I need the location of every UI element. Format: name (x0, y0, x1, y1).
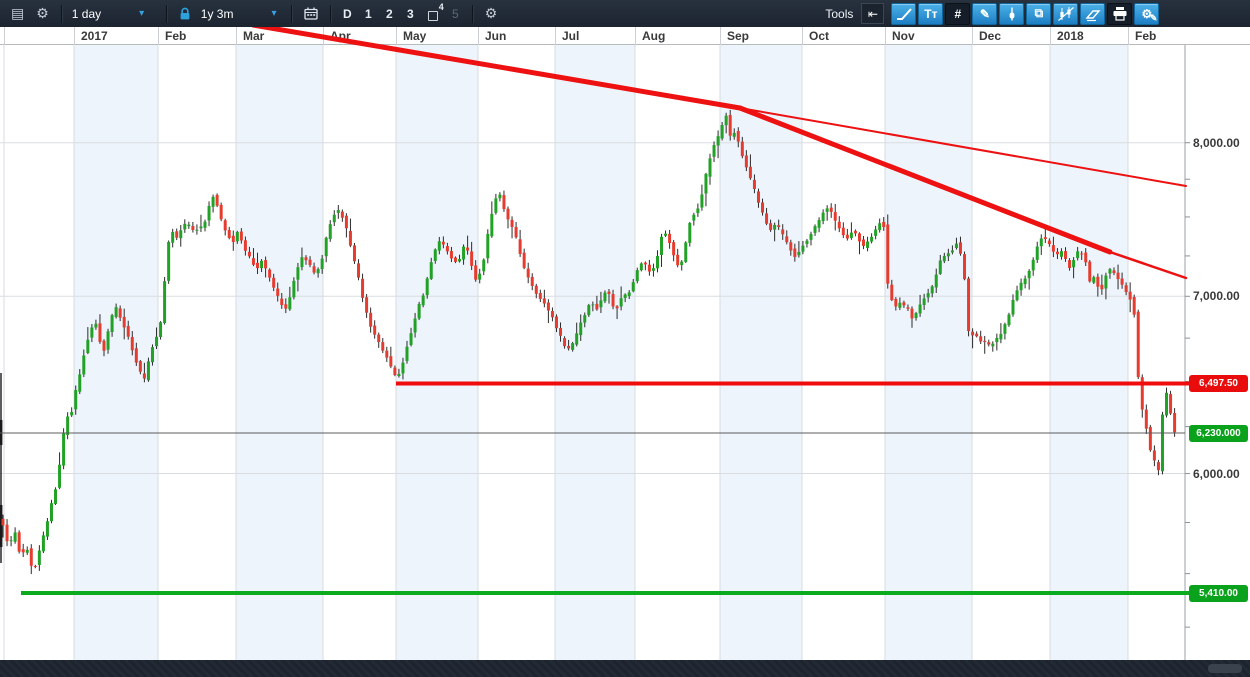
print-button[interactable] (1107, 2, 1133, 25)
calendar-icon (304, 7, 318, 20)
month-separator (720, 27, 721, 45)
month-label: 2018 (1057, 29, 1084, 43)
month-separator (885, 27, 886, 45)
chart-style-button[interactable] (1053, 2, 1079, 25)
price-axis-line-layer (1184, 45, 1190, 660)
month-separator (4, 27, 5, 45)
window-bottom-bar (0, 660, 1250, 677)
toolbar-separator (290, 4, 292, 23)
month-separator (74, 27, 75, 45)
layers-icon: ⧉ (1034, 6, 1044, 20)
gear-icon: ⚙ (36, 5, 49, 21)
current-price-line-badge: 6,230.000 (1189, 424, 1248, 442)
compare-tool-button[interactable]: ⧉ (1026, 2, 1052, 25)
time-axis[interactable]: 2017 Feb Mar Apr May Jun Jul Aug Sep Oct Nov Dec 201… (0, 27, 1250, 45)
printer-icon (1113, 7, 1127, 21)
resistance-line-badge: 6,497.50 (1189, 375, 1248, 392)
timeframe-dropdown[interactable]: 1 day ▾ (68, 7, 160, 21)
layout-grid-icon: ▤ (11, 5, 25, 21)
toolbar: ▤ ⚙ 1 day ▾ 1y 3m ▾ (0, 0, 1250, 27)
month-separator (802, 27, 803, 45)
month-bands-layer (74, 45, 1128, 660)
chart-slot-2-button[interactable]: 2 (379, 0, 400, 27)
eraser-tool-button[interactable] (1080, 2, 1106, 25)
month-label: Jul (562, 29, 580, 43)
chart-slot-1-button[interactable]: 1 (358, 0, 379, 27)
month-separator (478, 27, 479, 45)
month-label: Aug (642, 29, 666, 43)
price-axis-label: 6,000.00 (1193, 466, 1240, 481)
month-separator (972, 27, 973, 45)
chevron-down-icon: ▾ (139, 8, 145, 19)
month-label: 2017 (81, 29, 108, 43)
month-separator (1050, 27, 1051, 45)
chart-canvas[interactable] (0, 45, 1250, 660)
text-tool-icon: Tᴛ (924, 6, 938, 21)
toolbar-separator (471, 4, 473, 23)
pencil-icon: ✎ (1149, 12, 1158, 23)
month-label: May (403, 29, 427, 43)
slot-4-number: 4 (438, 2, 444, 12)
save-icon (427, 10, 438, 21)
draw-tool-button[interactable]: ✎ (972, 2, 998, 25)
collapse-arrow-icon: ⇤ (867, 6, 878, 21)
month-label: Oct (809, 29, 830, 43)
preferences-button[interactable]: ⚙ (479, 0, 504, 27)
trendline-icon (896, 7, 912, 20)
month-separator (555, 27, 556, 45)
gear-icon: ⚙ (1141, 6, 1153, 21)
toolbar-separator (165, 4, 167, 23)
tools-block: Tools ⇤ Tᴛ # ✎ (825, 0, 1160, 27)
chart-slot-4-save-button[interactable]: 4 (421, 0, 445, 27)
grid-tool-button[interactable]: # (945, 2, 971, 25)
month-separator (396, 27, 397, 45)
magnet-tool-button[interactable] (999, 2, 1025, 25)
month-separator (635, 27, 636, 45)
lock-icon (180, 7, 190, 19)
chart-slot-5-button[interactable]: 5 (445, 0, 466, 27)
trendline-tool-button[interactable] (891, 2, 917, 25)
month-separator (158, 27, 159, 45)
gear-icon: ⚙ (484, 5, 498, 21)
month-separator (236, 27, 237, 45)
month-label: Dec (979, 29, 1002, 43)
chart-layout-button[interactable]: ▤ (5, 0, 30, 27)
month-separator (323, 27, 324, 45)
range-value: 1y 3m (200, 6, 234, 21)
support-line-badge: 5,410.00 (1189, 584, 1248, 602)
month-separator (1128, 27, 1129, 45)
chart-slot-3-button[interactable]: 3 (400, 0, 421, 27)
eraser-icon (1085, 9, 1101, 21)
resize-grip[interactable] (1208, 664, 1242, 673)
chart-slot-default-button[interactable]: D (337, 0, 358, 27)
month-label: Nov (892, 29, 915, 43)
tools-label: Tools (825, 6, 854, 21)
month-label: Feb (165, 29, 187, 43)
toolbar-separator (329, 4, 331, 23)
chart-slot-group: D 1 2 3 4 5 (337, 0, 466, 27)
calendar-button[interactable] (298, 7, 324, 20)
price-axis-label: 8,000.00 (1193, 135, 1240, 150)
candlestick-style-icon (1057, 6, 1074, 21)
pencil-icon: ✎ (979, 6, 990, 21)
timeframe-value: 1 day (71, 6, 102, 21)
month-label: Feb (1135, 29, 1157, 43)
month-label: Apr (330, 29, 351, 43)
price-axis-label: 7,000.00 (1193, 289, 1240, 304)
tools-collapse-button[interactable]: ⇤ (861, 3, 885, 24)
month-label: Mar (243, 29, 265, 43)
magnet-pin-icon (1009, 7, 1015, 20)
chart-settings-button[interactable]: ⚙ (30, 0, 55, 27)
toolbar-separator (60, 4, 62, 23)
clipped-edge-candles (0, 373, 3, 563)
chevron-down-icon: ▾ (271, 8, 277, 19)
month-label: Jun (485, 29, 507, 43)
drawing-settings-button[interactable]: ⚙ ✎ (1134, 2, 1160, 25)
text-tool-button[interactable]: Tᴛ (918, 2, 944, 25)
grid-icon: # (954, 6, 962, 21)
lock-scale-button[interactable] (173, 7, 197, 21)
month-label: Sep (727, 29, 750, 43)
range-dropdown[interactable]: 1y 3m ▾ (197, 7, 285, 21)
